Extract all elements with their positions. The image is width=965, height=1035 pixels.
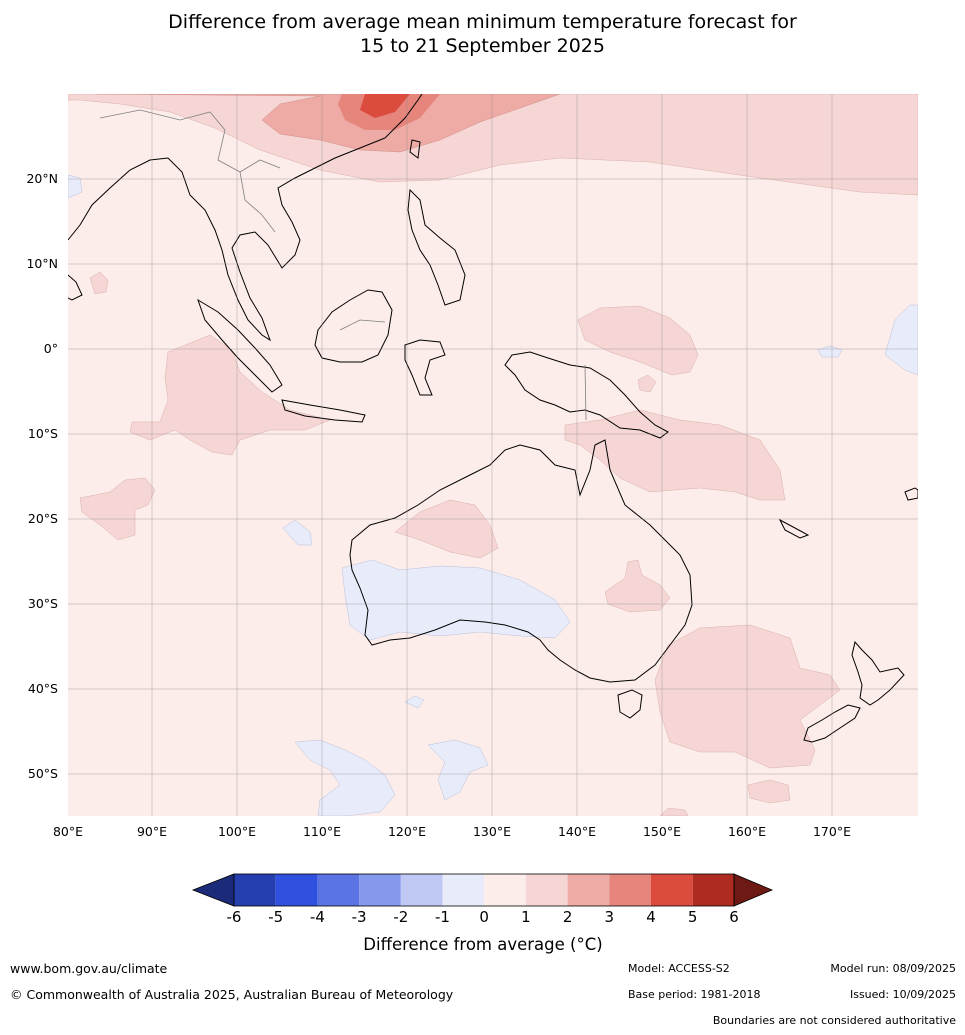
colorbar-segment bbox=[567, 874, 610, 906]
coast-sulawesi bbox=[404, 339, 446, 396]
colorbar-segment bbox=[484, 874, 526, 906]
coast-nz-north bbox=[851, 640, 905, 706]
base-period-text: Base period: 1981-2018 bbox=[628, 988, 761, 1001]
lat-label: 20°N bbox=[26, 171, 58, 186]
colorbar-extend-low bbox=[191, 873, 235, 907]
lon-label: 80°E bbox=[53, 824, 83, 839]
coastlines bbox=[68, 94, 918, 743]
lat-label: 50°S bbox=[28, 766, 58, 781]
coast-java bbox=[281, 399, 366, 423]
colorbar-segment bbox=[525, 874, 568, 906]
lon-label: 130°E bbox=[473, 824, 511, 839]
colorbar-tick: -5 bbox=[268, 908, 283, 926]
colorbar-segment bbox=[609, 874, 651, 906]
colorbar-tick: -6 bbox=[227, 908, 242, 926]
colorbar-tick: 3 bbox=[605, 908, 615, 926]
cool-patch-indian-ocean bbox=[282, 519, 313, 546]
colorbar-tick: -1 bbox=[435, 908, 450, 926]
title-line-2: 15 to 21 September 2025 bbox=[360, 35, 605, 57]
warm-patch-east-aus bbox=[604, 559, 671, 613]
warm-patch-indian-ocean bbox=[129, 334, 331, 456]
colorbar-extend-high bbox=[733, 873, 774, 907]
colorbar-tick: -4 bbox=[310, 908, 325, 926]
warm-patch-west bbox=[79, 477, 156, 541]
borders bbox=[99, 109, 587, 421]
colorbar-tick: 4 bbox=[646, 908, 656, 926]
disclaimer-text: Boundaries are not considered authoritat… bbox=[712, 1014, 956, 1027]
colorbar-segment bbox=[359, 874, 401, 906]
colorbar-segment bbox=[275, 874, 318, 906]
lon-label: 120°E bbox=[388, 824, 426, 839]
colorbar-tick: 1 bbox=[521, 908, 531, 926]
cool-patch-west-edge bbox=[68, 174, 83, 199]
warm-patch-wa bbox=[394, 499, 499, 559]
lon-label: 170°E bbox=[813, 824, 851, 839]
warm-patch-south-2 bbox=[659, 807, 689, 816]
lat-label: 20°S bbox=[28, 511, 58, 526]
model-text: Model: ACCESS-S2 bbox=[628, 962, 730, 975]
colorbar-segment bbox=[317, 874, 360, 906]
colorbar-tick: -3 bbox=[352, 908, 367, 926]
anomaly-regions bbox=[68, 94, 918, 816]
lon-label: 140°E bbox=[558, 824, 596, 839]
coast-australia bbox=[349, 439, 693, 683]
colorbar-segment bbox=[442, 874, 485, 906]
lat-label: 40°S bbox=[28, 681, 58, 696]
coast-sri-lanka bbox=[68, 274, 83, 301]
colorbar-tick: 2 bbox=[563, 908, 573, 926]
colorbar-segment bbox=[692, 874, 734, 906]
warm-region-4-5 bbox=[360, 94, 410, 118]
coast-sumatra bbox=[197, 298, 283, 393]
colorbar-segment bbox=[234, 874, 276, 906]
warm-patch-small-1 bbox=[89, 271, 109, 295]
lon-label: 110°E bbox=[303, 824, 341, 839]
colorbar-segment bbox=[400, 874, 443, 906]
colorbar-segment bbox=[651, 874, 693, 906]
longitude-labels: 80°E 90°E 100°E 110°E 120°E 130°E 140°E … bbox=[53, 824, 851, 839]
graticule bbox=[68, 94, 918, 816]
lon-label: 90°E bbox=[137, 824, 167, 839]
cool-patch-southern-ocean-2 bbox=[427, 739, 489, 801]
coast-taiwan bbox=[409, 139, 421, 159]
coast-vanuatu bbox=[778, 518, 810, 539]
title-line-1: Difference from average mean minimum tem… bbox=[168, 11, 797, 33]
coast-tasmania bbox=[617, 689, 643, 719]
cool-patch-bight bbox=[404, 695, 425, 709]
lat-label: 30°S bbox=[28, 596, 58, 611]
latitude-labels: 20°N 10°N 0° 10°S 20°S 30°S 40°S 50°S bbox=[26, 171, 58, 781]
warm-patch-south bbox=[747, 779, 791, 804]
colorbar bbox=[191, 873, 774, 907]
colorbar-tick: -2 bbox=[393, 908, 408, 926]
warm-patch-tasman bbox=[654, 624, 841, 769]
coast-philippines bbox=[407, 188, 466, 306]
warm-patch-small-2 bbox=[637, 374, 657, 393]
cool-patch-sw-australia bbox=[341, 559, 571, 641]
colorbar-label: Difference from average (°C) bbox=[363, 935, 602, 954]
colorbar-ticks: -6 -5 -4 -3 -2 -1 0 1 2 3 4 5 6 bbox=[227, 908, 739, 926]
issued-text: Issued: 10/09/2025 bbox=[849, 988, 956, 1001]
colorbar-tick: 0 bbox=[479, 908, 489, 926]
colorbar-tick: 6 bbox=[729, 908, 739, 926]
colorbar-frame bbox=[233, 873, 735, 907]
warm-patch-png bbox=[577, 305, 699, 376]
cool-patch-southern-ocean-1 bbox=[294, 739, 396, 816]
warm-region-china bbox=[94, 94, 561, 153]
coast-mainland-asia bbox=[68, 94, 423, 342]
lat-label: 0° bbox=[44, 341, 58, 356]
copyright-text: © Commonwealth of Australia 2025, Austra… bbox=[10, 987, 454, 1002]
website-link[interactable]: www.bom.gov.au/climate bbox=[10, 961, 168, 976]
model-run-text: Model run: 08/09/2025 bbox=[830, 962, 956, 975]
lat-label: 10°S bbox=[28, 426, 58, 441]
lon-label: 100°E bbox=[218, 824, 256, 839]
colorbar-tick: 5 bbox=[688, 908, 698, 926]
chart-title: Difference from average mean minimum tem… bbox=[0, 10, 965, 58]
lat-label: 10°N bbox=[26, 256, 58, 271]
cool-patch-pacific bbox=[884, 304, 918, 376]
coast-nz-far bbox=[904, 487, 918, 501]
coast-nz-south bbox=[803, 704, 861, 743]
lon-label: 150°E bbox=[643, 824, 681, 839]
lon-label: 160°E bbox=[728, 824, 766, 839]
